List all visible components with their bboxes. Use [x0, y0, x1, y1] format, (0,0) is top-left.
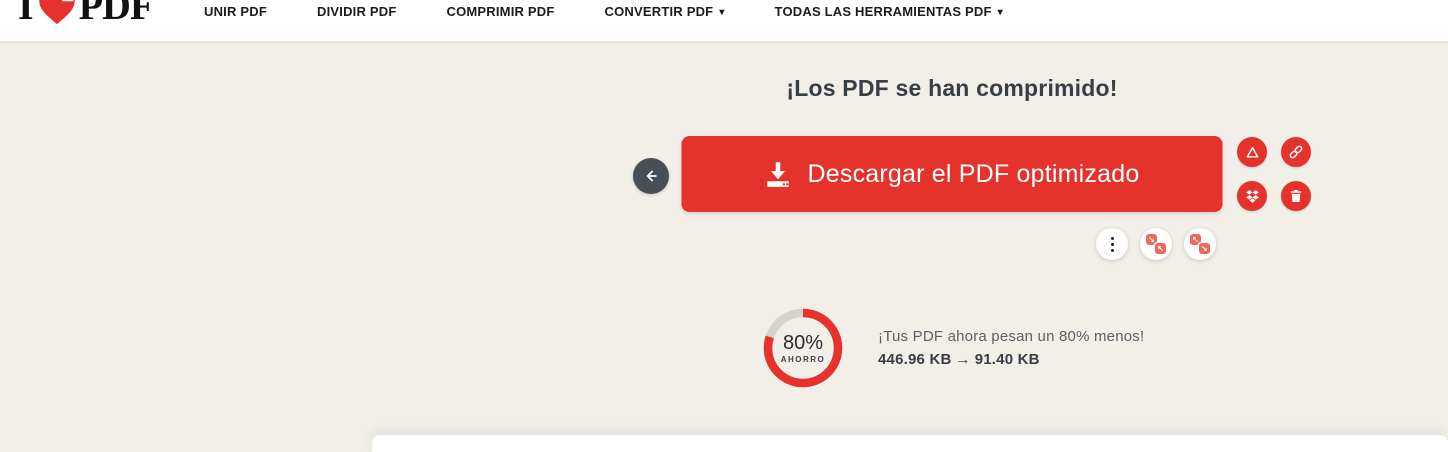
expand-button[interactable]: ↖ ↘: [1184, 228, 1216, 260]
size-before: 446.96 KB: [878, 351, 952, 368]
heart-icon: [38, 0, 75, 25]
progress-ring-svg: [763, 308, 843, 388]
google-drive-icon: [1246, 146, 1258, 157]
top-nav: I PDF UNIR PDF DIVIDIR PDF COMPRIMIR PDF…: [0, 0, 1448, 42]
savings-progress-ring: 80% AHORRO: [763, 308, 843, 388]
arrow-right-icon: →: [955, 351, 971, 368]
get-share-link-button[interactable]: [1281, 137, 1311, 167]
back-button[interactable]: [633, 158, 669, 194]
nav-item-comprimir-pdf[interactable]: COMPRIMIR PDF: [446, 4, 555, 19]
savings-message: ¡Tus PDF ahora pesan un 80% menos!: [878, 328, 1145, 345]
main-menu: UNIR PDF DIVIDIR PDF COMPRIMIR PDF CONVE…: [204, 0, 1003, 42]
compress-again-button[interactable]: ↘ ↖: [1140, 228, 1172, 260]
ring-label: 80% AHORRO: [763, 308, 843, 388]
compress-icon: ↘ ↖: [1146, 234, 1166, 254]
savings-summary: ¡Tus PDF ahora pesan un 80% menos! 446.9…: [878, 328, 1144, 368]
more-options-icon: [1110, 236, 1114, 252]
arrow-left-icon: [646, 170, 657, 182]
savings-percent: 80%: [782, 331, 824, 354]
download-icon: [767, 161, 789, 187]
savings-caption: AHORRO: [780, 354, 826, 364]
save-to-google-drive-button[interactable]: [1237, 137, 1267, 167]
link-icon: [1289, 145, 1303, 159]
nav-item-todas-las-herramientas[interactable]: TODAS LAS HERRAMIENTAS PDF ▾: [774, 4, 1003, 19]
expand-icon: ↖ ↘: [1190, 234, 1210, 254]
content-panel: [372, 435, 1448, 452]
nav-item-unir-pdf[interactable]: UNIR PDF: [204, 4, 267, 19]
ilovepdf-logo[interactable]: I PDF: [18, 0, 155, 28]
save-to-dropbox-button[interactable]: [1237, 181, 1267, 211]
more-options-button[interactable]: [1096, 228, 1128, 260]
nav-item-dividir-pdf[interactable]: DIVIDIR PDF: [317, 4, 397, 19]
chevron-down-icon: ▾: [997, 6, 1003, 18]
nav-item-convertir-pdf[interactable]: CONVERTIR PDF ▾: [604, 4, 725, 19]
trash-icon: [1290, 190, 1302, 202]
size-after: 91.40 KB: [974, 351, 1040, 368]
logo-text-i: I: [18, 0, 34, 28]
dropbox-icon: [1245, 189, 1259, 203]
chevron-down-icon: ▾: [719, 6, 725, 18]
logo-text-pdf: PDF: [78, 0, 155, 28]
download-button-label: Descargar el PDF optimizado: [807, 159, 1140, 188]
delete-button[interactable]: [1281, 181, 1311, 211]
page-title: ¡Los PDF se han comprimido!: [786, 75, 1118, 101]
download-button[interactable]: Descargar el PDF optimizado: [681, 136, 1223, 212]
file-size-comparison: 446.96 KB → 91.40 KB: [878, 351, 1144, 368]
